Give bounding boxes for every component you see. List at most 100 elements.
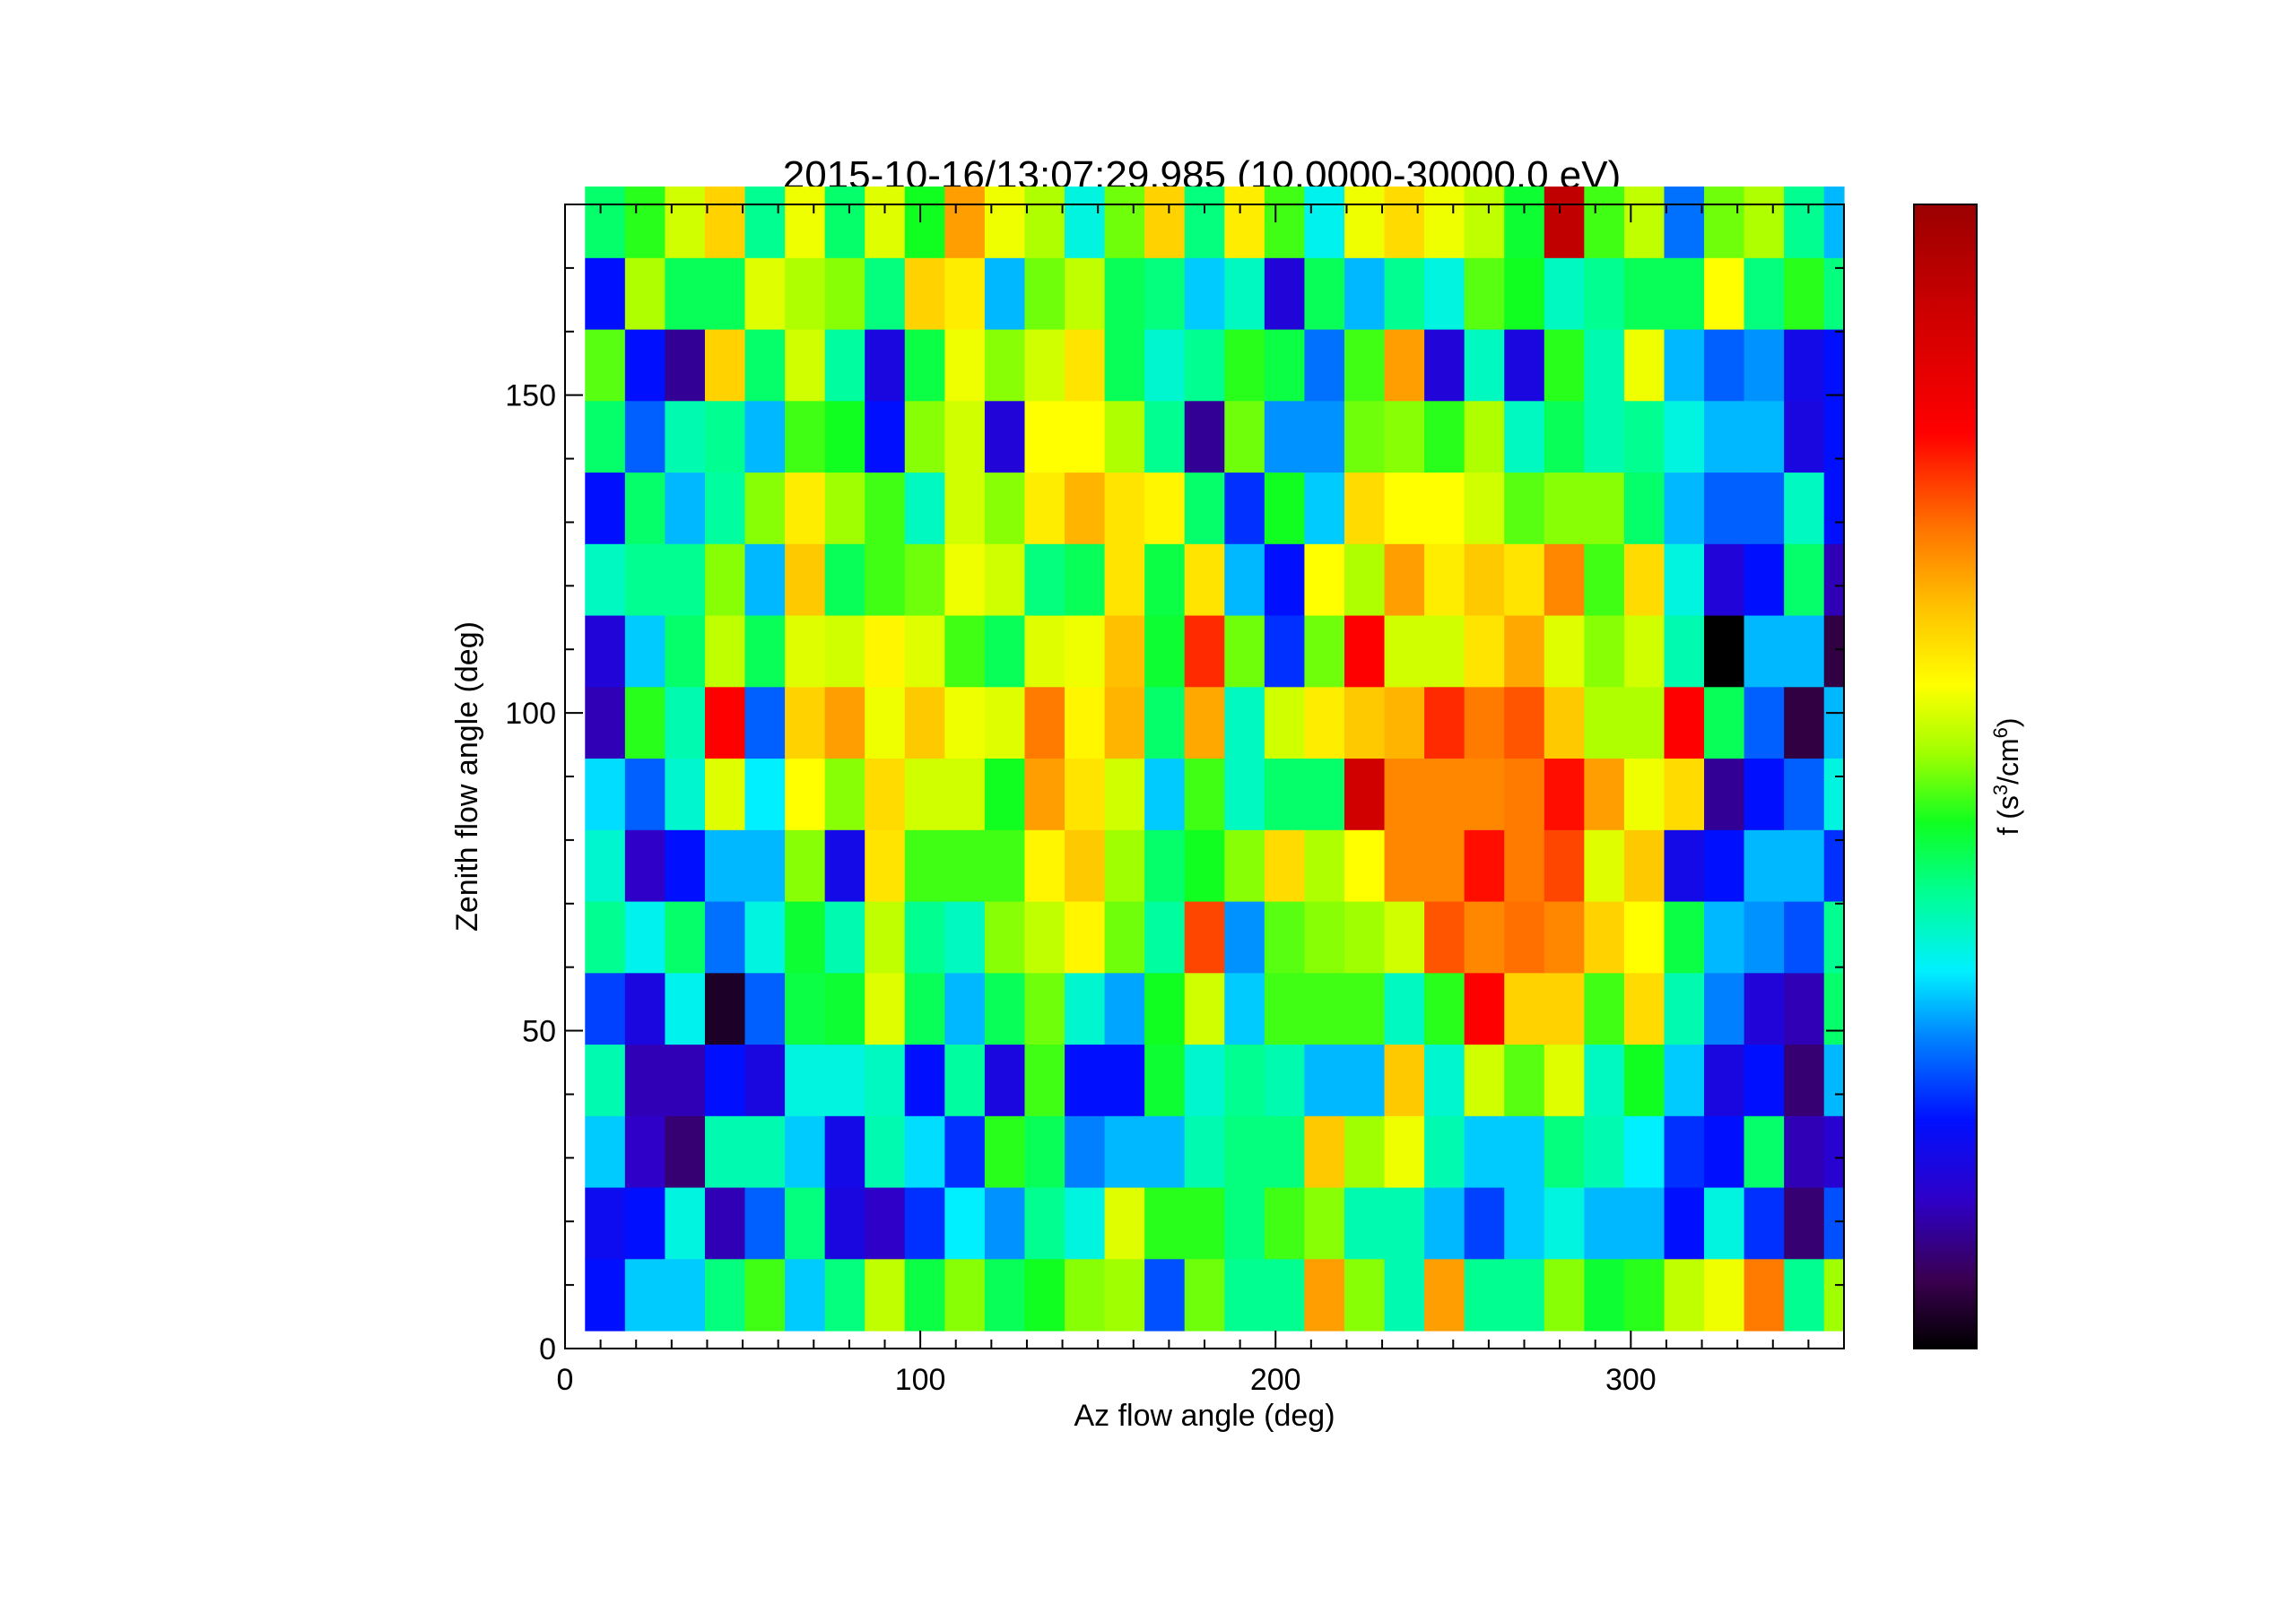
heatmap-cell — [824, 901, 865, 974]
heatmap-cell — [1304, 1187, 1345, 1260]
heatmap-cell — [1424, 543, 1465, 617]
heatmap-cell — [1184, 615, 1225, 688]
y-axis-label: Zenith flow angle (deg) — [450, 621, 484, 932]
heatmap-cell — [624, 1045, 666, 1117]
heatmap-cell — [1623, 257, 1665, 331]
heatmap-cell — [824, 1115, 865, 1189]
heatmap-cell — [984, 401, 1026, 473]
heatmap-cell — [1344, 401, 1386, 473]
heatmap-cell — [665, 901, 706, 974]
heatmap-cell — [1704, 901, 1745, 974]
heatmap-cell — [1744, 1187, 1785, 1260]
heatmap-cell — [1224, 687, 1265, 759]
heatmap-cell — [624, 1259, 666, 1331]
heatmap-cell — [1065, 1045, 1106, 1117]
heatmap-cell — [785, 186, 826, 259]
heatmap-cell — [1464, 615, 1505, 688]
heatmap-cell — [624, 186, 666, 259]
heatmap-cell — [904, 329, 945, 402]
heatmap-cell — [944, 973, 986, 1045]
heatmap-cell — [1664, 473, 1705, 545]
heatmap-cell — [1224, 1259, 1265, 1331]
heatmap-cell — [1544, 615, 1585, 688]
heatmap-cell — [1664, 1115, 1705, 1189]
heatmap-cell — [1544, 401, 1585, 473]
heatmap-cell — [1344, 1187, 1386, 1260]
heatmap-cell — [665, 687, 706, 759]
heatmap-cell — [1065, 829, 1106, 903]
heatmap-cell — [1544, 473, 1585, 545]
heatmap-cell — [984, 543, 1026, 617]
heatmap-cell — [585, 901, 626, 974]
heatmap-cell — [1304, 473, 1345, 545]
heatmap-cell — [824, 1045, 865, 1117]
heatmap-cell — [624, 901, 666, 974]
heatmap-cell — [624, 1187, 666, 1260]
heatmap-cell — [1704, 473, 1745, 545]
heatmap-cell — [1304, 186, 1345, 259]
heatmap-cell — [824, 973, 865, 1045]
heatmap-cell — [1224, 401, 1265, 473]
heatmap-cell — [1704, 329, 1745, 402]
heatmap-cell — [624, 1115, 666, 1189]
heatmap-cell — [1584, 1115, 1625, 1189]
heatmap-cell — [1344, 829, 1386, 903]
heatmap-cell — [1584, 829, 1625, 903]
heatmap-cell — [1823, 1115, 1845, 1189]
heatmap-cell — [704, 901, 746, 974]
heatmap-cell — [1184, 829, 1225, 903]
heatmap-cell — [585, 329, 626, 402]
heatmap-cell — [1224, 1045, 1265, 1117]
heatmap-cell — [1784, 473, 1825, 545]
heatmap-cell — [1024, 1115, 1065, 1189]
heatmap-cell — [1623, 759, 1665, 831]
heatmap-cell — [1144, 1187, 1186, 1260]
heatmap-cell — [984, 473, 1026, 545]
heatmap-cell — [1104, 687, 1145, 759]
heatmap-cell — [1464, 1045, 1505, 1117]
heatmap-cell — [1144, 901, 1186, 974]
heatmap-cell — [1464, 1259, 1505, 1331]
heatmap-cell — [1584, 615, 1625, 688]
heatmap-cell — [1104, 1187, 1145, 1260]
heatmap-cell — [785, 829, 826, 903]
heatmap-cell — [585, 1115, 626, 1189]
heatmap-cell — [1664, 759, 1705, 831]
heatmap-cell — [1544, 901, 1585, 974]
heatmap-cell — [585, 973, 626, 1045]
y-tick-label: 0 — [539, 1332, 556, 1366]
heatmap-cell — [1504, 973, 1545, 1045]
heatmap-cell — [1744, 829, 1785, 903]
heatmap-cell — [1704, 1115, 1745, 1189]
heatmap-cell — [1144, 473, 1186, 545]
y-tick-label: 150 — [505, 379, 556, 413]
heatmap-cell — [1464, 1187, 1505, 1260]
heatmap-cell — [1664, 615, 1705, 688]
heatmap-cell — [944, 1259, 986, 1331]
heatmap-cell — [1504, 401, 1545, 473]
heatmap-cell — [1264, 615, 1306, 688]
heatmap-cell — [1544, 687, 1585, 759]
heatmap-cell — [1344, 543, 1386, 617]
heatmap-cell — [1104, 186, 1145, 259]
heatmap-cell — [1504, 1259, 1545, 1331]
heatmap-cell — [1344, 257, 1386, 331]
heatmap-cell — [1424, 1259, 1465, 1331]
heatmap-cell — [1744, 615, 1785, 688]
heatmap-cell — [1184, 901, 1225, 974]
heatmap-cell — [1384, 329, 1425, 402]
heatmap-cell — [744, 901, 786, 974]
heatmap-cell — [944, 543, 986, 617]
heatmap-cell — [1024, 615, 1065, 688]
heatmap-cell — [1584, 1259, 1625, 1331]
heatmap-cell — [1664, 543, 1705, 617]
heatmap-cell — [824, 329, 865, 402]
heatmap-cell — [1344, 1045, 1386, 1117]
heatmap-cell — [1065, 973, 1106, 1045]
heatmap-cell — [1744, 401, 1785, 473]
heatmap-cell — [824, 687, 865, 759]
heatmap-cell — [1104, 401, 1145, 473]
heatmap-cell — [1144, 615, 1186, 688]
heatmap-cell — [1304, 615, 1345, 688]
heatmap-cell — [785, 1187, 826, 1260]
